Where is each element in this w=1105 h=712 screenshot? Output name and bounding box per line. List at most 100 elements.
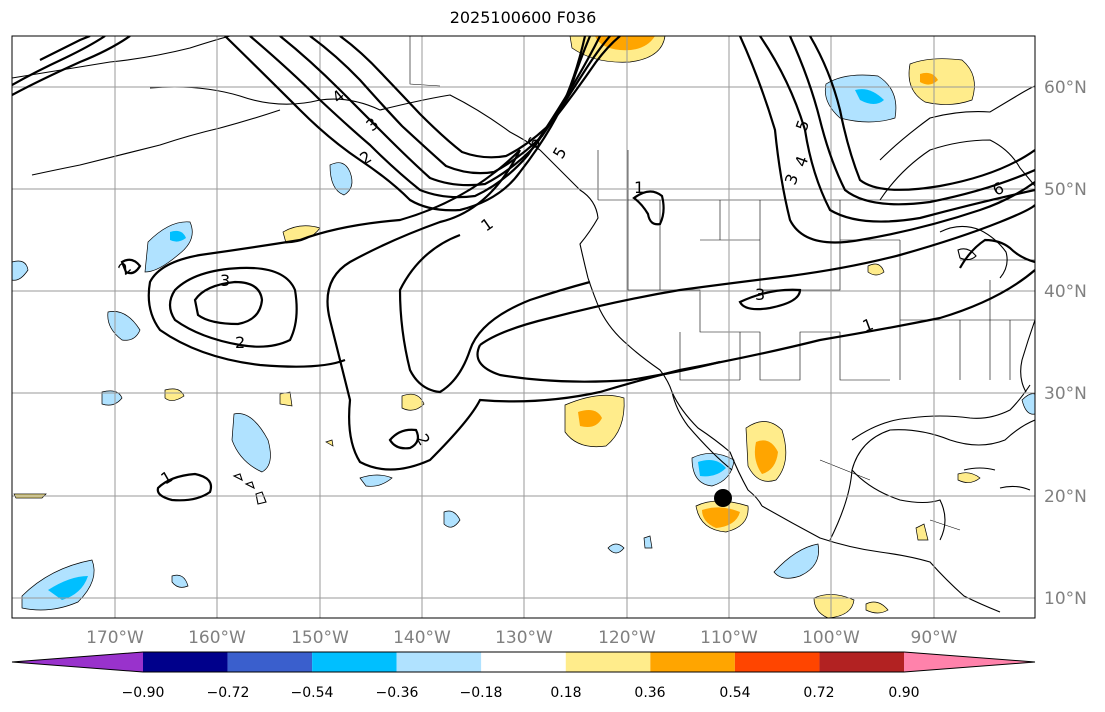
lat-tick-label: 20°N [1044,487,1087,507]
colorbar-bin [819,652,904,672]
negative-patch-small-1 [101,390,123,406]
positive-patch-small-1 [164,388,185,401]
colorbar-bin [396,652,482,672]
colorbar-tick-label: −0.72 [207,685,250,701]
colorbar-segments [11,651,1036,673]
colorbar-tick-label: 0.54 [719,685,750,701]
colorbar-bin [650,652,735,672]
negative-patch-atlantic [1021,393,1035,415]
negative-patch-west-edge [12,260,29,281]
east-coast [1020,319,1035,393]
contour-2-inner [168,266,298,348]
caribbean-islands [963,467,1031,491]
lon-tick-label: 150°W [291,628,349,648]
negative-patch-small-2 [359,474,393,487]
negative-patch-small-6 [171,574,189,588]
contour-3-inner [193,280,264,326]
colorbar-tick-label: −0.18 [460,685,503,701]
contour-1-south [156,472,213,502]
lat-tick-label: 40°N [1044,282,1087,302]
contour-jet-5 [339,36,621,159]
contour-jet-4 [309,36,611,175]
lat-tick-label: 60°N [1044,78,1087,98]
contour-label: 3 [220,271,230,290]
map-title: 2025100600 F036 [449,8,597,27]
lon-tick-label: 170°W [86,628,144,648]
contour-label: 2 [235,333,245,352]
negative-patch-small-3 [443,510,461,528]
west-coast [539,149,763,507]
contour-lines [12,36,1035,502]
positive-patch-south [813,594,855,618]
contour-east-3 [788,36,1035,206]
lat-tick-label: 30°N [1044,384,1087,404]
lon-tick-label: 100°W [802,628,860,648]
mexico-coast [761,419,1035,613]
negative-patch-gulf-alaska [329,162,353,196]
colorbar-outline [11,651,1036,673]
colorbar-extend-min [12,652,143,672]
contour-1-pacific [147,149,521,368]
colorbar-bin [143,652,228,672]
positive-patch-caribbean [957,472,981,483]
contour-3-rockies [738,288,802,311]
positive-patch-yucatan [915,523,929,541]
map-area: 1 1 1 1 2 2 2 3 3 3 3 4 4 5 5 6 6 2 [12,36,1035,618]
latitude-ticks: 60°N 50°N 40°N 30°N 20°N 10°N [1044,78,1087,609]
positive-patch-tiny [325,439,334,447]
negative-patch-110 [107,311,141,341]
colorbar-ticks: −0.90 −0.72 −0.54 −0.36 −0.18 0.18 0.36 … [122,685,920,701]
contour-1-southeast [476,344,721,383]
colorbar-tick-label: 0.18 [550,685,581,701]
alaska-coast [12,36,541,151]
baja-peninsula [671,391,733,471]
point-marker [714,489,732,507]
contour-nw-3 [39,36,91,61]
lon-tick-label: 130°W [495,628,553,648]
contour-nw-2 [12,36,106,86]
colorbar-bin [312,652,397,672]
lat-tick-label: 10°N [1044,589,1087,609]
contour-1-canada [632,190,665,226]
colorbar-extend-max [904,652,1035,672]
hawaii-islands [232,473,267,505]
contour-1-mexico [479,204,1035,346]
negative-patch-small-5 [643,535,653,549]
contour-2-hawaii [388,428,420,450]
gulf-coast [851,384,1031,541]
colorbar-bin [227,652,313,672]
lon-tick-label: 90°W [911,628,958,648]
contour-east-2 [759,36,1035,223]
great-lakes [939,225,1008,279]
contour-great-lakes [959,238,1035,269]
negative-patch-central-america [773,543,819,579]
lat-tick-label: 50°N [1044,180,1087,200]
contour-label: 1 [634,178,644,197]
contour-nw-1 [12,36,131,96]
contour-1-west [120,258,142,275]
contour-jet-3 [279,36,601,187]
contour-east-4 [809,36,1035,191]
negative-patch-small-4 [607,543,625,554]
colorbar-tick-label: 0.90 [888,685,919,701]
positive-patch-small-2 [279,391,293,407]
longitude-ticks: 170°W 160°W 150°W 140°W 130°W 120°W 110°… [86,628,958,648]
map-frame [11,35,1036,619]
colorbar-bin [565,652,651,672]
contour-east-1 [738,36,1035,244]
colorbar-tick-label: −0.54 [291,685,334,701]
colorbar-bin [481,652,566,672]
lon-tick-label: 110°W [700,628,758,648]
lon-tick-label: 160°W [188,628,246,648]
colorbar-bin [734,652,820,672]
contour-1-main [326,149,1035,471]
positive-patch-south-2 [865,601,889,614]
positive-patch-hudson [908,58,975,105]
lon-tick-label: 140°W [393,628,451,648]
graticule [12,36,1035,618]
lon-tick-label: 120°W [598,628,656,648]
negative-patch-hawaii [231,413,271,473]
colorbar-tick-label: 0.72 [803,685,834,701]
contour-label: 3 [755,285,765,304]
